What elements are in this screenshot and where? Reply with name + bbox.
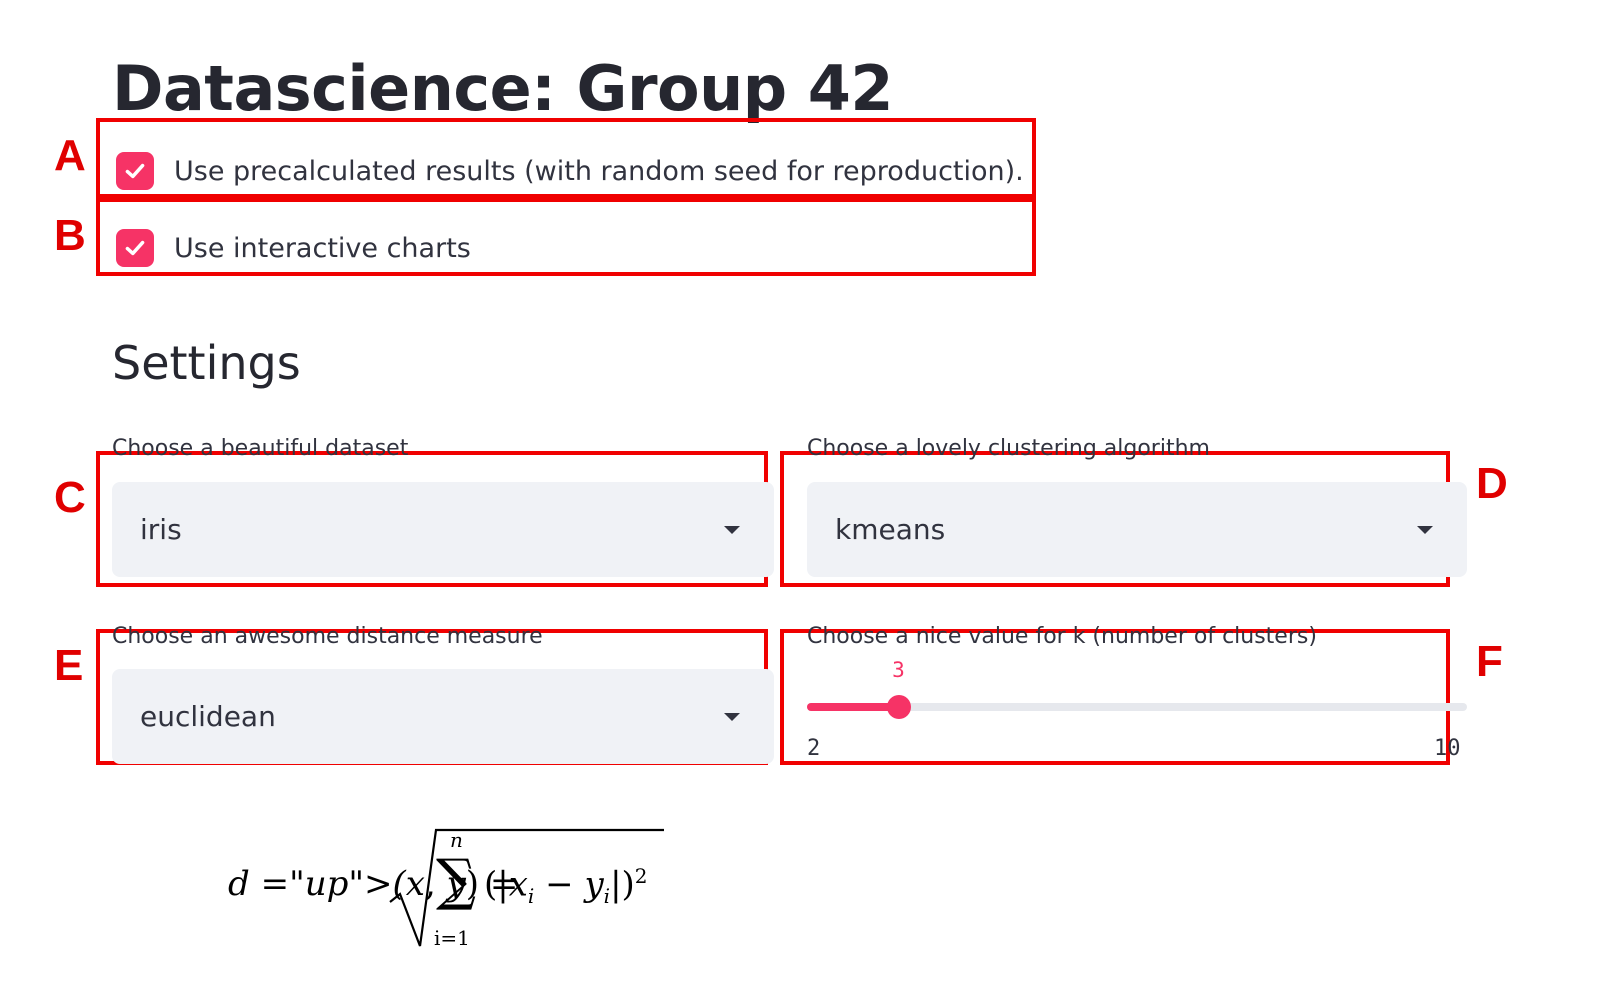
algorithm-label: Choose a lovely clustering algorithm bbox=[807, 436, 1210, 461]
algorithm-select[interactable]: kmeans bbox=[807, 482, 1467, 577]
checkbox-precalculated[interactable]: Use precalculated results (with random s… bbox=[116, 151, 1024, 191]
distance-select-value: euclidean bbox=[140, 700, 276, 733]
checkbox-label: Use interactive charts bbox=[174, 232, 471, 264]
square-root-icon bbox=[389, 828, 664, 947]
settings-heading: Settings bbox=[112, 336, 301, 390]
summation-icon: ∑ bbox=[436, 848, 476, 913]
formula-sum-upper: n bbox=[450, 828, 463, 852]
annotation-label-e: E bbox=[54, 641, 84, 690]
checkbox-interactive-charts[interactable]: Use interactive charts bbox=[116, 228, 471, 268]
distance-select[interactable]: euclidean bbox=[112, 669, 774, 764]
k-slider-fill bbox=[807, 703, 899, 711]
annotation-label-d: D bbox=[1476, 459, 1508, 508]
distance-formula: d ="up">(x, y) = n ∑ i=1 (|xi − yi|)2 bbox=[228, 824, 668, 954]
dataset-select[interactable]: iris bbox=[112, 482, 774, 577]
chevron-down-icon[interactable] bbox=[724, 713, 740, 721]
formula-sum-lower: i=1 bbox=[434, 926, 470, 950]
annotation-label-b: B bbox=[54, 211, 86, 260]
annotation-box-b bbox=[96, 198, 1036, 276]
checkbox-checked-icon[interactable] bbox=[116, 229, 154, 267]
annotation-label-f: F bbox=[1476, 637, 1503, 686]
dataset-select-value: iris bbox=[140, 513, 182, 546]
k-slider-label: Choose a nice value for k (number of clu… bbox=[807, 624, 1317, 649]
annotation-label-a: A bbox=[54, 131, 86, 180]
page-title: Datascience: Group 42 bbox=[112, 52, 894, 125]
dataset-label: Choose a beautiful dataset bbox=[112, 436, 409, 461]
checkbox-label: Use precalculated results (with random s… bbox=[174, 155, 1024, 187]
chevron-down-icon[interactable] bbox=[724, 526, 740, 534]
annotation-box-f bbox=[780, 629, 1450, 765]
k-slider-max: 10 bbox=[1434, 736, 1461, 761]
chevron-down-icon[interactable] bbox=[1417, 526, 1433, 534]
checkbox-checked-icon[interactable] bbox=[116, 152, 154, 190]
distance-label: Choose an awesome distance measure bbox=[112, 624, 543, 649]
k-slider-min: 2 bbox=[807, 736, 821, 761]
k-slider-track[interactable] bbox=[807, 703, 1467, 711]
annotation-label-c: C bbox=[54, 473, 86, 522]
k-slider-thumb[interactable] bbox=[886, 695, 911, 719]
annotation-box-a bbox=[96, 118, 1036, 198]
formula-body: (|xi − yi|)2 bbox=[484, 864, 648, 909]
k-slider-value: 3 bbox=[892, 658, 905, 682]
formula-lhs: d ="up">(x, y) = bbox=[228, 864, 519, 904]
algorithm-select-value: kmeans bbox=[835, 513, 946, 546]
